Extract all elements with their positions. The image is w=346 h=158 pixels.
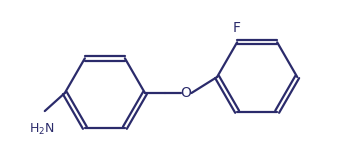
Text: H$_2$N: H$_2$N [29,122,54,137]
Text: F: F [232,21,240,36]
Text: O: O [180,86,191,100]
